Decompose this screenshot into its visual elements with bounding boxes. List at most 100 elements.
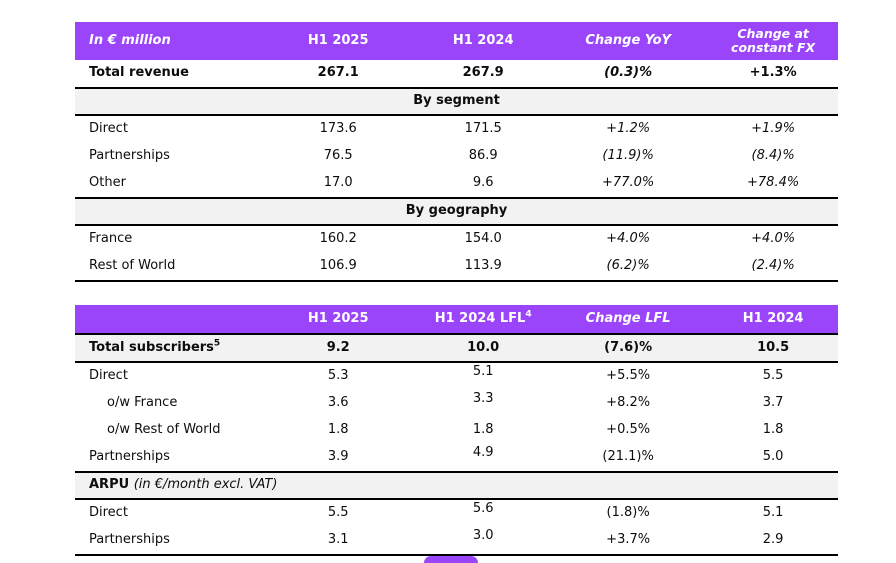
cell-change-lfl: +0.5% (606, 422, 651, 438)
cell-h1-2024: 3.7 (762, 395, 784, 411)
total-subscribers-row: Total subscribers5 9.2 10.0 (7.6)% 10.5 (75, 333, 838, 363)
cell-h1-2025: 173.6 (319, 121, 357, 137)
cell-change-fx: (2.4)% (708, 253, 838, 282)
row-label: Partnerships (75, 527, 259, 556)
cell-h1-2025: 9.2 (258, 333, 419, 363)
cell-change-yoy: +1.2% (606, 121, 651, 137)
cell-h1-2025: 106.9 (258, 253, 419, 282)
cell-change-yoy: +77.0% (602, 175, 655, 191)
cell-h1-2024: 154.0 (464, 231, 502, 247)
arpu-section-title: ARPU (in €/month excl. VAT) (75, 471, 838, 500)
by-geography-title: By geography (75, 197, 838, 226)
header-change-lfl: Change LFL (548, 305, 709, 334)
cell-change-lfl: +5.5% (606, 368, 651, 384)
cell-change-lfl: (7.6)% (548, 333, 709, 363)
table-row: Other 17.0 9.6 +77.0% +78.4% (75, 170, 838, 198)
row-label: Direct (89, 368, 128, 384)
cell-h1-2024: 267.9 (418, 60, 549, 89)
partially-visible-button[interactable] (424, 556, 478, 563)
cell-h1-2024: 5.0 (762, 449, 784, 465)
cell-change-lfl: (1.8)% (606, 505, 650, 521)
cell-h1-2025: 267.1 (258, 60, 419, 89)
cell-h1-2025: 17.0 (323, 175, 353, 191)
by-geography-section-row: By geography (75, 197, 838, 226)
arpu-section-row: ARPU (in €/month excl. VAT) (75, 471, 838, 500)
cell-change-yoy: (6.2)% (548, 253, 709, 282)
cell-h1-2025: 3.6 (327, 395, 349, 411)
cell-h1-2024: 2.9 (708, 527, 838, 556)
cell-h1-2024-lfl: 4.9 (472, 445, 494, 461)
cell-change-fx: (8.4)% (751, 148, 795, 164)
row-label: Partnerships (89, 449, 170, 465)
table-row: o/w France 3.6 3.3 +8.2% 3.7 (75, 390, 838, 417)
subscribers-table: H1 2025 H1 2024 LFL4 Change LFL H1 2024 … (75, 305, 838, 556)
row-label: Direct (89, 121, 128, 137)
header-unit-label: In € million (75, 22, 259, 60)
header-change-yoy: Change YoY (548, 22, 709, 60)
cell-change-fx: +4.0% (751, 231, 796, 247)
row-label: Direct (89, 505, 128, 521)
by-segment-title: By segment (75, 87, 838, 116)
cell-h1-2024: 10.5 (708, 333, 838, 363)
row-label: Total revenue (75, 60, 259, 89)
cell-h1-2024: 5.1 (762, 505, 784, 521)
by-segment-section-row: By segment (75, 87, 838, 116)
cell-change-fx: +1.9% (751, 121, 796, 137)
cell-h1-2024-lfl: 5.1 (472, 364, 494, 380)
cell-change-fx: +78.4% (747, 175, 800, 191)
cell-change-yoy: (0.3)% (548, 60, 709, 89)
header-h1-2024: H1 2024 (708, 305, 838, 334)
cell-change-lfl: (21.1)% (602, 449, 654, 465)
cell-h1-2024-lfl: 1.8 (472, 422, 494, 438)
revenue-table: In € million H1 2025 H1 2024 Change YoY … (75, 22, 838, 282)
table-row: Partnerships 76.5 86.9 (11.9)% (8.4)% (75, 143, 838, 170)
row-label: France (89, 231, 133, 247)
header-h1-2025: H1 2025 (258, 22, 419, 60)
footnote-ref-5: 5 (213, 338, 221, 349)
cell-h1-2024-lfl: 10.0 (418, 333, 549, 363)
table-row: Direct 5.5 5.6 (1.8)% 5.1 (75, 499, 838, 527)
cell-change-fx: +1.3% (708, 60, 838, 89)
footnote-ref-4: 4 (525, 309, 532, 320)
table-row: Partnerships 3.9 4.9 (21.1)% 5.0 (75, 444, 838, 472)
table-row: o/w Rest of World 1.8 1.8 +0.5% 1.8 (75, 417, 838, 444)
cell-h1-2024: 1.8 (762, 422, 784, 438)
row-label: Partnerships (89, 148, 170, 164)
cell-h1-2025: 5.5 (327, 505, 349, 521)
cell-h1-2024: 171.5 (464, 121, 502, 137)
cell-h1-2024: 86.9 (468, 148, 498, 164)
cell-h1-2025: 5.3 (327, 368, 349, 384)
table-row: Partnerships 3.1 3.0 +3.7% 2.9 (75, 527, 838, 556)
cell-h1-2025: 1.8 (327, 422, 349, 438)
revenue-table-header: In € million H1 2025 H1 2024 Change YoY … (75, 22, 838, 60)
header-h1-2024-lfl: H1 2024 LFL4 (418, 305, 549, 334)
cell-h1-2024: 113.9 (418, 253, 549, 282)
cell-h1-2024: 5.5 (762, 368, 784, 384)
cell-h1-2025: 76.5 (323, 148, 353, 164)
cell-h1-2025: 3.1 (258, 527, 419, 556)
cell-h1-2025: 3.9 (327, 449, 349, 465)
cell-h1-2024-lfl: 5.6 (472, 501, 494, 517)
cell-change-yoy: +4.0% (606, 231, 651, 247)
cell-h1-2024: 9.6 (472, 175, 494, 191)
table-row: Direct 173.6 171.5 +1.2% +1.9% (75, 115, 838, 143)
row-label: Other (89, 175, 126, 191)
row-label: o/w France (107, 395, 178, 411)
header-h1-2024: H1 2024 (418, 22, 549, 60)
header-change-constant-fx: Change at constant FX (708, 22, 838, 60)
row-label: o/w Rest of World (107, 422, 221, 438)
subscribers-table-header: H1 2025 H1 2024 LFL4 Change LFL H1 2024 (75, 305, 838, 334)
cell-h1-2024-lfl: 3.0 (418, 527, 549, 556)
total-revenue-row: Total revenue 267.1 267.9 (0.3)% +1.3% (75, 60, 838, 89)
header-h1-2025: H1 2025 (258, 305, 419, 334)
cell-change-lfl: +8.2% (606, 395, 651, 411)
cell-change-lfl: +3.7% (548, 527, 709, 556)
row-label: Rest of World (75, 253, 259, 282)
cell-change-yoy: (11.9)% (602, 148, 654, 164)
header-blank (75, 305, 259, 334)
cell-h1-2025: 160.2 (319, 231, 357, 247)
table-row: Direct 5.3 5.1 +5.5% 5.5 (75, 362, 838, 390)
table-row: Rest of World 106.9 113.9 (6.2)% (2.4)% (75, 253, 838, 282)
table-row: France 160.2 154.0 +4.0% +4.0% (75, 225, 838, 253)
